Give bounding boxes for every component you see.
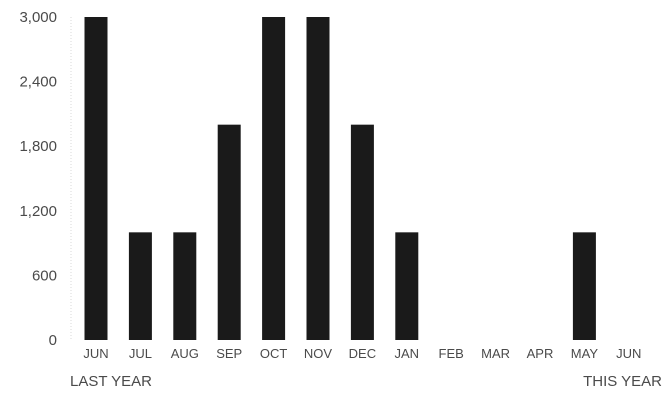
period-label-this-year: THIS YEAR xyxy=(583,373,662,390)
bar-sep-3 xyxy=(217,124,241,341)
x-tick-label: AUG xyxy=(171,346,199,361)
x-tick-label: NOV xyxy=(304,346,333,361)
y-tick-label: 1,800 xyxy=(19,138,57,155)
bar-jul-1 xyxy=(128,232,152,340)
x-tick-label: DEC xyxy=(349,346,376,361)
bar-series xyxy=(84,17,596,341)
bar-jan-7 xyxy=(395,232,419,340)
bar-dec-6 xyxy=(350,124,374,341)
x-tick-label: MAR xyxy=(481,346,510,361)
x-tick-label: OCT xyxy=(260,346,288,361)
bar-aug-2 xyxy=(173,232,197,340)
x-tick-label: JUL xyxy=(129,346,152,361)
y-tick-label: 0 xyxy=(49,332,57,349)
x-tick-label: APR xyxy=(527,346,554,361)
x-tick-label: MAY xyxy=(571,346,599,361)
x-axis-ticks: JUN JUL AUG SEP OCT NOV DEC JAN FEB MAR APR MAY JUN xyxy=(83,346,641,361)
period-label-last-year: LAST YEAR xyxy=(70,373,152,390)
y-tick-label: 600 xyxy=(32,267,57,284)
x-tick-label: FEB xyxy=(439,346,464,361)
bar-jun-0 xyxy=(84,17,108,340)
x-tick-label: SEP xyxy=(216,346,242,361)
x-tick-label: JUN xyxy=(616,346,641,361)
y-tick-label: 1,200 xyxy=(19,203,57,220)
x-tick-label: JUN xyxy=(83,346,108,361)
bar-may-11 xyxy=(572,232,596,340)
bar-nov-5 xyxy=(306,17,330,340)
y-tick-label: 3,000 xyxy=(19,9,57,26)
y-tick-label: 2,400 xyxy=(19,74,57,91)
bar-oct-4 xyxy=(262,17,286,340)
y-axis-ticks: 3,000 2,400 1,800 1,200 600 0 xyxy=(19,9,57,349)
x-tick-label: JAN xyxy=(395,346,420,361)
